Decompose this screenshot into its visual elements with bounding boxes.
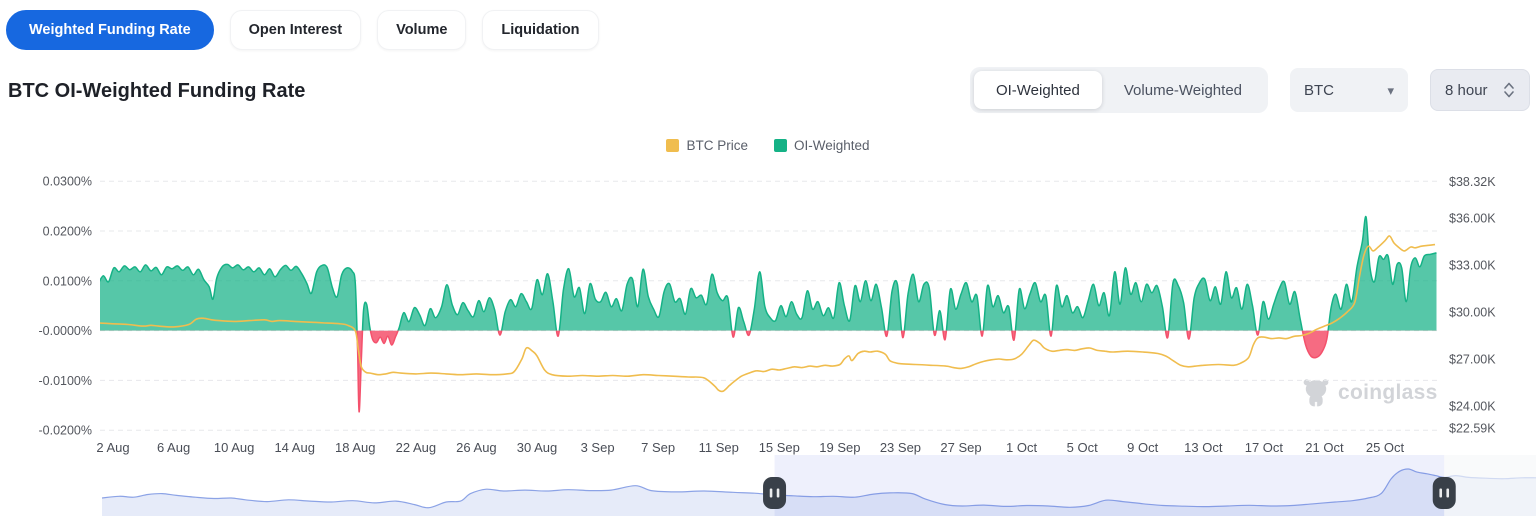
- svg-text:14 Aug: 14 Aug: [274, 440, 315, 455]
- toggle-volume-weighted[interactable]: Volume-Weighted: [1102, 71, 1264, 109]
- svg-text:15 Sep: 15 Sep: [759, 440, 800, 455]
- svg-text:26 Aug: 26 Aug: [456, 440, 497, 455]
- x-axis-labels: 2 Aug 6 Aug 10 Aug 14 Aug 18 Aug 22 Aug 26 Aug…: [96, 440, 1404, 455]
- svg-text:$36.00K: $36.00K: [1449, 212, 1496, 226]
- svg-text:-0.0200%: -0.0200%: [38, 424, 92, 438]
- svg-text:-0.0000%: -0.0000%: [38, 324, 92, 338]
- svg-text:$24.00K: $24.00K: [1449, 400, 1496, 414]
- tab-open-interest[interactable]: Open Interest: [229, 10, 362, 50]
- oi-weighted-swatch-icon: [773, 139, 787, 152]
- svg-text:18 Aug: 18 Aug: [335, 440, 376, 455]
- svg-text:13 Oct: 13 Oct: [1184, 440, 1223, 455]
- svg-text:$22.59K: $22.59K: [1449, 422, 1496, 436]
- svg-text:$27.00K: $27.00K: [1449, 353, 1496, 367]
- navigator-right-handle[interactable]: [1432, 477, 1456, 509]
- chart-legend: BTC Price OI-Weighted: [0, 138, 1536, 153]
- legend-item-oi-weighted[interactable]: OI-Weighted: [773, 138, 870, 153]
- coinglass-watermark: coinglass: [1301, 377, 1438, 409]
- btc-price-series[interactable]: [98, 235, 1436, 393]
- svg-text:0.0100%: 0.0100%: [43, 274, 92, 288]
- svg-text:25 Oct: 25 Oct: [1366, 440, 1405, 455]
- navigator-right-mask: [1444, 455, 1536, 516]
- svg-text:11 Sep: 11 Sep: [699, 440, 739, 455]
- pause-icon: [1439, 488, 1443, 498]
- navigator-line: [101, 468, 1536, 509]
- svg-text:1 Oct: 1 Oct: [1006, 440, 1037, 455]
- tab-liquidation[interactable]: Liquidation: [482, 10, 599, 50]
- svg-text:7 Sep: 7 Sep: [641, 440, 675, 455]
- legend-label: BTC Price: [686, 138, 748, 153]
- interval-select-value: 8 hour: [1445, 81, 1488, 99]
- svg-text:19 Sep: 19 Sep: [819, 440, 860, 455]
- navigator-left-handle[interactable]: [763, 477, 787, 509]
- symbol-select[interactable]: BTC ▾: [1290, 68, 1408, 112]
- symbol-select-value: BTC: [1304, 81, 1334, 99]
- svg-text:27 Sep: 27 Sep: [940, 440, 981, 455]
- funding-rate-series[interactable]: [98, 215, 1437, 413]
- coinglass-logo-icon: [1303, 379, 1329, 409]
- svg-text:22 Aug: 22 Aug: [396, 440, 437, 455]
- header-row: BTC OI-Weighted Funding Rate OI-Weighted…: [0, 66, 1536, 114]
- navigator-selected-range[interactable]: [774, 455, 1445, 516]
- svg-text:0.0200%: 0.0200%: [43, 225, 92, 239]
- tab-weighted-funding-rate[interactable]: Weighted Funding Rate: [6, 10, 214, 50]
- right-axis-labels: $38.32K $36.00K $33.00K $30.00K $27.00K $24.0…: [1449, 175, 1496, 435]
- btc-price-swatch-icon: [666, 139, 680, 152]
- svg-text:23 Sep: 23 Sep: [880, 440, 921, 455]
- svg-text:3 Sep: 3 Sep: [581, 440, 615, 455]
- svg-text:-0.0100%: -0.0100%: [38, 374, 92, 388]
- toggle-oi-weighted[interactable]: OI-Weighted: [973, 71, 1102, 109]
- legend-label: OI-Weighted: [793, 138, 870, 153]
- svg-text:17 Oct: 17 Oct: [1245, 440, 1284, 455]
- interval-select[interactable]: 8 hour: [1430, 69, 1530, 111]
- svg-text:0.0300%: 0.0300%: [43, 175, 92, 189]
- svg-text:6 Aug: 6 Aug: [157, 440, 190, 455]
- svg-text:30 Aug: 30 Aug: [517, 440, 558, 455]
- svg-text:5 Oct: 5 Oct: [1067, 440, 1098, 455]
- chart-controls: OI-Weighted Volume-Weighted BTC ▾ 8 hour: [969, 66, 1530, 114]
- weighting-toggle: OI-Weighted Volume-Weighted: [969, 67, 1268, 113]
- chevrons-up-down-icon: [1504, 82, 1514, 98]
- page-title: BTC OI-Weighted Funding Rate: [8, 80, 306, 102]
- top-tab-bar: Weighted Funding Rate Open Interest Volu…: [6, 10, 599, 50]
- svg-text:9 Oct: 9 Oct: [1127, 440, 1158, 455]
- chevron-down-icon: ▾: [1387, 82, 1394, 98]
- svg-text:$38.32K: $38.32K: [1449, 175, 1496, 189]
- svg-text:$33.00K: $33.00K: [1449, 259, 1496, 273]
- price-navigator[interactable]: [101, 455, 1536, 516]
- svg-text:21 Oct: 21 Oct: [1305, 440, 1344, 455]
- pause-icon: [769, 488, 773, 498]
- svg-text:$30.00K: $30.00K: [1449, 306, 1496, 320]
- svg-text:10 Aug: 10 Aug: [214, 440, 255, 455]
- legend-item-btc-price[interactable]: BTC Price: [666, 138, 748, 153]
- navigator-area: [102, 468, 1536, 516]
- watermark-text: coinglass: [1338, 381, 1438, 404]
- left-axis-labels: 0.0300% 0.0200% 0.0100% -0.0000% -0.0100% -0.…: [38, 175, 92, 438]
- svg-text:2 Aug: 2 Aug: [96, 440, 129, 455]
- tab-volume[interactable]: Volume: [377, 10, 467, 50]
